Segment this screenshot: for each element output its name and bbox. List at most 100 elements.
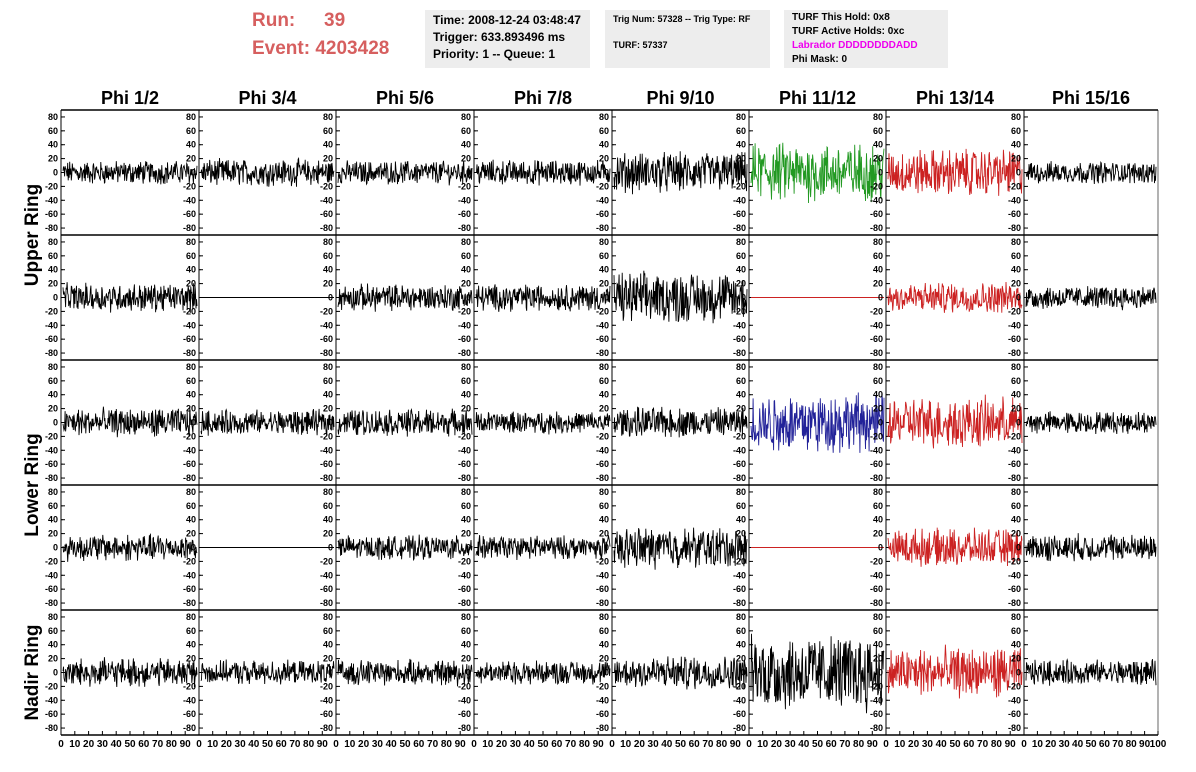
ring-label-1: Upper Ring bbox=[22, 184, 43, 286]
y-tick-label: 60 bbox=[873, 501, 883, 511]
y-tick-label: 40 bbox=[323, 640, 333, 650]
y-tick-label: -60 bbox=[870, 334, 883, 344]
y-tick-label: -40 bbox=[1008, 320, 1021, 330]
y-tick-label: 0 bbox=[191, 168, 196, 178]
y-tick-label: 60 bbox=[323, 626, 333, 636]
y-tick-label: 0 bbox=[604, 668, 609, 678]
y-tick-label: -80 bbox=[870, 223, 883, 233]
y-tick-label: 40 bbox=[599, 265, 609, 275]
x-tick-label: 40 bbox=[661, 739, 673, 750]
y-tick-label: -40 bbox=[733, 695, 746, 705]
x-tick-label: 10 bbox=[207, 739, 219, 750]
y-tick-label: 60 bbox=[186, 251, 196, 261]
y-tick-label: -80 bbox=[870, 723, 883, 733]
y-tick-label: -40 bbox=[320, 320, 333, 330]
run-event-block: Run: 39 Event: 4203428 bbox=[252, 10, 422, 66]
y-tick-label: 20 bbox=[599, 654, 609, 664]
y-tick-label: 60 bbox=[1011, 126, 1021, 136]
y-tick-label: -20 bbox=[733, 681, 746, 691]
y-tick-label: 60 bbox=[461, 501, 471, 511]
y-tick-label: 0 bbox=[604, 168, 609, 178]
y-tick-label: 20 bbox=[186, 404, 196, 414]
y-tick-label: 80 bbox=[323, 487, 333, 497]
y-tick-label: -20 bbox=[45, 306, 58, 316]
y-tick-label: -80 bbox=[183, 223, 196, 233]
x-tick-label: 0 bbox=[609, 739, 615, 750]
waveform-trace bbox=[1025, 286, 1157, 311]
y-tick-label: 60 bbox=[873, 376, 883, 386]
y-tick-label: -60 bbox=[458, 709, 471, 719]
y-tick-label: 20 bbox=[186, 529, 196, 539]
y-tick-label: 20 bbox=[48, 154, 58, 164]
y-tick-label: 80 bbox=[599, 112, 609, 122]
y-tick-label: -60 bbox=[458, 209, 471, 219]
y-tick-label: 80 bbox=[599, 487, 609, 497]
y-tick-label: 80 bbox=[323, 612, 333, 622]
x-tick-label: 50 bbox=[124, 739, 136, 750]
y-tick-label: -40 bbox=[733, 195, 746, 205]
y-tick-label: 60 bbox=[599, 126, 609, 136]
y-tick-label: -60 bbox=[1008, 209, 1021, 219]
y-tick-label: 40 bbox=[599, 140, 609, 150]
y-tick-label: 60 bbox=[736, 626, 746, 636]
x-tick-label: 50 bbox=[262, 739, 274, 750]
y-tick-label: 40 bbox=[186, 640, 196, 650]
turf-text: TURF: 57337 bbox=[613, 40, 668, 50]
y-tick-label: -60 bbox=[733, 709, 746, 719]
y-tick-label: 20 bbox=[48, 654, 58, 664]
x-tick-label: 30 bbox=[785, 739, 797, 750]
y-tick-label: 40 bbox=[736, 515, 746, 525]
y-tick-label: 80 bbox=[1011, 237, 1021, 247]
x-tick-label: 70 bbox=[152, 739, 164, 750]
y-tick-label: -60 bbox=[596, 459, 609, 469]
x-tick-label: 90 bbox=[455, 739, 467, 750]
y-tick-label: 80 bbox=[736, 112, 746, 122]
x-tick-label: 60 bbox=[138, 739, 150, 750]
x-tick-label: 80 bbox=[441, 739, 453, 750]
x-tick-label: 10 bbox=[1032, 739, 1044, 750]
waveform-trace bbox=[337, 534, 473, 562]
y-tick-label: 40 bbox=[461, 640, 471, 650]
y-tick-label: -80 bbox=[320, 473, 333, 483]
y-tick-label: 80 bbox=[186, 112, 196, 122]
y-tick-label: -80 bbox=[458, 598, 471, 608]
trig-num-text: Trig Num: 57328 -- Trig Type: RF bbox=[613, 14, 751, 24]
y-tick-label: 20 bbox=[186, 654, 196, 664]
waveform-trace bbox=[337, 407, 473, 437]
y-tick-label: -80 bbox=[320, 598, 333, 608]
y-tick-label: 80 bbox=[873, 612, 883, 622]
y-tick-label: -20 bbox=[596, 431, 609, 441]
y-tick-label: 0 bbox=[1016, 293, 1021, 303]
y-tick-label: 80 bbox=[461, 112, 471, 122]
y-tick-label: 20 bbox=[1011, 154, 1021, 164]
y-tick-label: -40 bbox=[870, 695, 883, 705]
waveform-trace bbox=[1025, 658, 1157, 686]
y-tick-label: 40 bbox=[1011, 640, 1021, 650]
y-tick-label: 0 bbox=[53, 293, 58, 303]
y-tick-label: 0 bbox=[328, 418, 333, 428]
x-tick-label: 80 bbox=[853, 739, 865, 750]
x-tick-label: 60 bbox=[826, 739, 838, 750]
y-tick-label: 20 bbox=[323, 404, 333, 414]
y-tick-label: 20 bbox=[461, 654, 471, 664]
y-tick-label: 20 bbox=[873, 279, 883, 289]
x-tick-label: 30 bbox=[922, 739, 934, 750]
y-tick-label: 20 bbox=[48, 279, 58, 289]
x-tick-label: 30 bbox=[372, 739, 384, 750]
waveform-trace bbox=[887, 644, 1023, 699]
y-tick-label: 60 bbox=[48, 251, 58, 261]
y-tick-label: -40 bbox=[596, 570, 609, 580]
ring-label-2: Lower Ring bbox=[22, 433, 43, 536]
y-tick-label: 40 bbox=[461, 515, 471, 525]
event-header: Run: 39 Event: 4203428 Time: 2008-12-24 … bbox=[0, 0, 1196, 90]
y-tick-label: -80 bbox=[733, 598, 746, 608]
y-tick-label: -60 bbox=[1008, 334, 1021, 344]
column-title-3: Phi 5/6 bbox=[376, 88, 434, 108]
y-tick-label: 0 bbox=[741, 543, 746, 553]
y-tick-label: -20 bbox=[183, 431, 196, 441]
y-tick-label: 40 bbox=[736, 265, 746, 275]
y-tick-label: 0 bbox=[53, 543, 58, 553]
y-tick-label: 80 bbox=[599, 237, 609, 247]
y-tick-label: 40 bbox=[461, 265, 471, 275]
x-tick-label: 60 bbox=[689, 739, 701, 750]
